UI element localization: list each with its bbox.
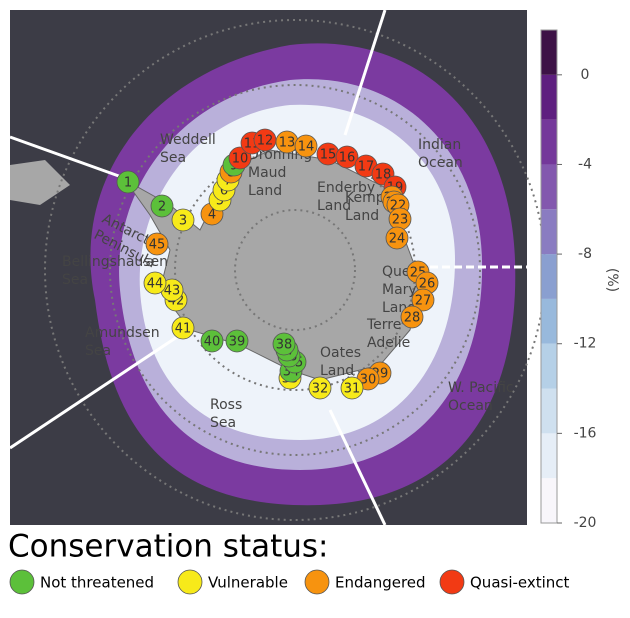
region-label: Indian xyxy=(418,137,461,153)
region-label: Sea xyxy=(85,343,111,359)
legend-swatch xyxy=(439,569,465,595)
colony-marker xyxy=(150,194,174,218)
colony-label: 14 xyxy=(298,140,315,155)
legend-swatch xyxy=(304,569,330,595)
south-america xyxy=(10,160,70,205)
region-label: Adelie xyxy=(367,335,410,351)
sector-lines xyxy=(9,9,527,526)
legend-title: Conservation status: xyxy=(8,529,329,565)
region-label: Sea xyxy=(210,415,236,431)
colony-label: 12 xyxy=(257,134,274,149)
colony-label: 30 xyxy=(360,373,377,388)
colony-marker xyxy=(340,376,364,400)
colorbar-tick-label: -12 xyxy=(574,336,597,352)
colony-label: 23 xyxy=(392,213,409,228)
colony-marker xyxy=(228,146,252,170)
colorbar-frame xyxy=(540,29,558,524)
colorbar-band xyxy=(541,254,557,299)
colorbar-tick-label: 0 xyxy=(581,67,590,83)
colony-label: 28 xyxy=(404,311,421,326)
colony-label: 13 xyxy=(279,136,296,151)
colorbar-band xyxy=(541,388,557,434)
colony-label: 24 xyxy=(389,232,406,247)
colorbar-band xyxy=(541,478,557,523)
colony-marker xyxy=(294,134,318,158)
colony-label: 15 xyxy=(320,148,337,163)
colony-marker xyxy=(145,232,169,256)
region-label: Land xyxy=(317,198,351,214)
region-label: Oates xyxy=(320,345,361,361)
region-label: Land xyxy=(345,208,379,224)
region-label: Ross xyxy=(210,397,242,413)
colony-label: 17 xyxy=(358,160,375,175)
region-label: Mary xyxy=(382,282,417,298)
colony-marker xyxy=(116,170,140,194)
colorbar-band xyxy=(541,343,557,389)
colony-marker xyxy=(171,316,195,340)
colony-marker xyxy=(225,329,249,353)
colony-marker xyxy=(411,288,435,312)
colony-label: 45 xyxy=(149,238,166,253)
colony-marker xyxy=(335,145,359,169)
region-label: W. Pacific xyxy=(448,380,514,396)
colorbar-tick-label: -20 xyxy=(574,515,597,531)
colony-label: 43 xyxy=(164,284,181,299)
colony-label: 6 xyxy=(220,184,228,199)
colony-label: 2 xyxy=(158,200,166,215)
colony-label: 4 xyxy=(208,208,216,223)
colony-label: 44 xyxy=(147,277,164,292)
colony-marker xyxy=(171,208,195,232)
colony-marker xyxy=(143,271,167,295)
colorbar-band xyxy=(541,30,557,75)
colony-label: 31 xyxy=(344,382,361,397)
region-label: Sea xyxy=(62,272,88,288)
colorbar-band xyxy=(541,433,557,479)
colony-label: 26 xyxy=(419,277,436,292)
colorbar-band xyxy=(541,209,557,255)
colorbar-band xyxy=(541,164,557,210)
colorbar-band xyxy=(541,119,557,165)
region-label: Ocean xyxy=(418,155,463,171)
colony-label: 39 xyxy=(229,335,246,350)
region-label: Terre xyxy=(366,317,401,333)
colony-label: 1 xyxy=(124,176,132,191)
region-label: Bellingshausen xyxy=(62,254,168,270)
region-label: Amundsen xyxy=(85,325,160,341)
colony-label: 40 xyxy=(204,335,221,350)
region-label: Weddell xyxy=(160,132,216,148)
colony-label: 38 xyxy=(276,338,293,353)
colony-label: 3 xyxy=(179,214,187,229)
region-label: Sea xyxy=(160,150,186,166)
colorbar-tick-label: -8 xyxy=(578,246,592,262)
colorbar-tick-label: -4 xyxy=(578,156,592,172)
colorbar-label: (%) xyxy=(604,268,620,292)
colony-marker xyxy=(200,329,224,353)
legend-swatch xyxy=(177,569,203,595)
colony-marker xyxy=(272,332,296,356)
legend-label: Endangered xyxy=(335,574,426,592)
colorbar-band xyxy=(541,74,557,120)
colony-label: 5 xyxy=(216,194,224,209)
colorbar-tick-label: -16 xyxy=(574,425,597,441)
region-label: Land xyxy=(320,363,354,379)
colony-label: 32 xyxy=(312,382,329,397)
region-label: Land xyxy=(248,183,282,199)
colony-label: 16 xyxy=(339,151,356,166)
region-label: Enderby xyxy=(317,180,375,196)
colony-marker xyxy=(400,305,424,329)
colony-label: 41 xyxy=(175,322,192,337)
colony-label: 10 xyxy=(232,152,249,167)
colony-marker xyxy=(308,376,332,400)
legend-label: Not threatened xyxy=(40,574,154,592)
legend-label: Vulnerable xyxy=(208,574,288,592)
colony-label: 27 xyxy=(415,294,432,309)
region-label: Kemp xyxy=(345,190,385,206)
legend-swatch xyxy=(9,569,35,595)
region-label: Ocean xyxy=(448,398,493,414)
colony-marker xyxy=(385,226,409,250)
legend-label: Quasi-extinct xyxy=(470,574,570,592)
region-label: Maud xyxy=(248,165,286,181)
colorbar-band xyxy=(541,298,557,344)
